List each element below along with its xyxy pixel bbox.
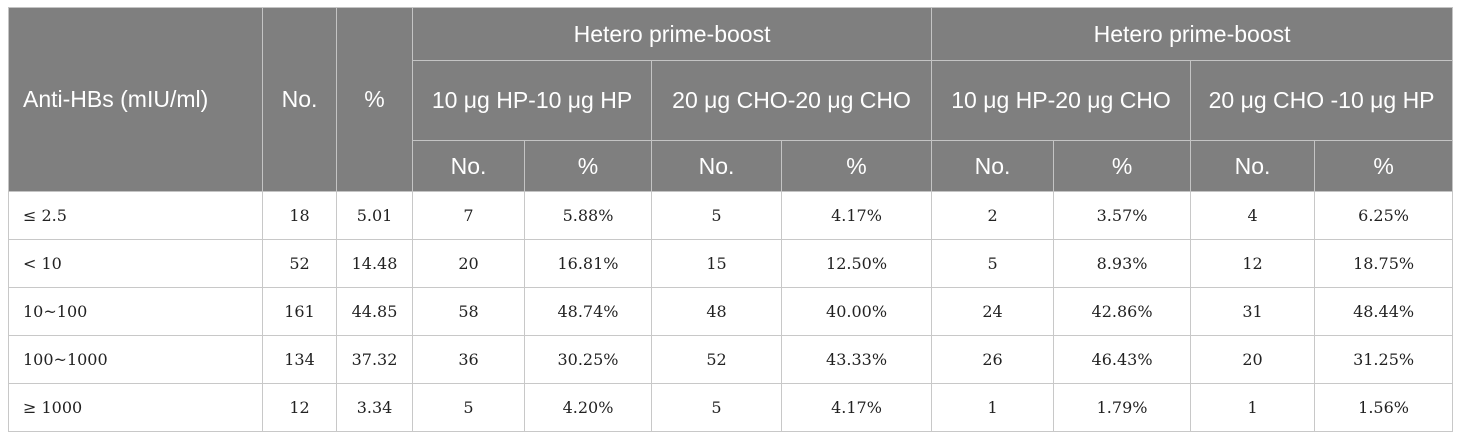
cell-no: 134 [262, 335, 337, 384]
cell-b-no: 52 [651, 335, 782, 384]
cell-a-pct: 16.81% [524, 239, 652, 288]
header-no: No. [262, 7, 337, 192]
table-row: 10~100 161 44.85 58 48.74% 48 40.00% 24 … [8, 287, 1454, 336]
header-sub2: 20 μg CHO-20 μg CHO [650, 60, 933, 141]
data-table: Anti-HBs (mIU/ml) No. % Hetero prime-boo… [8, 7, 1454, 432]
cell-no: 12 [262, 383, 337, 432]
cell-range: ≤ 2.5 [8, 191, 263, 240]
cell-no: 52 [262, 239, 337, 288]
cell-a-pct: 30.25% [524, 335, 652, 384]
cell-a-no: 58 [412, 287, 525, 336]
cell-c-no: 5 [931, 239, 1055, 288]
cell-b-pct: 43.33% [780, 335, 933, 384]
cell-a-no: 20 [412, 239, 525, 288]
table-row: 100~1000 134 37.32 36 30.25% 52 43.33% 2… [8, 335, 1454, 384]
cell-d-no: 12 [1190, 239, 1316, 288]
cell-no: 18 [262, 191, 337, 240]
cell-c-no: 1 [931, 383, 1055, 432]
header-sub3-pct: % [1053, 140, 1192, 192]
cell-b-no: 5 [651, 191, 782, 240]
cell-pct: 3.34 [336, 383, 413, 432]
cell-c-no: 24 [931, 287, 1055, 336]
cell-c-pct: 3.57% [1053, 191, 1192, 240]
cell-pct: 14.48 [336, 239, 413, 288]
header-row-label: Anti-HBs (mIU/ml) [8, 7, 263, 192]
cell-d-no: 4 [1190, 191, 1316, 240]
cell-c-pct: 46.43% [1053, 335, 1192, 384]
cell-d-pct: 1.56% [1314, 383, 1454, 432]
table-row: ≥ 1000 12 3.34 5 4.20% 5 4.17% 1 1.79% 1… [8, 383, 1454, 432]
header-pct: % [336, 7, 413, 192]
cell-d-pct: 6.25% [1314, 191, 1454, 240]
cell-a-no: 5 [412, 383, 525, 432]
cell-c-pct: 8.93% [1053, 239, 1192, 288]
cell-d-no: 20 [1190, 335, 1316, 384]
header-sub4: 20 μg CHO -10 μg HP [1190, 60, 1454, 141]
header-sub3-no: No. [931, 140, 1055, 192]
cell-no: 161 [262, 287, 337, 336]
cell-a-pct: 5.88% [524, 191, 652, 240]
cell-b-no: 15 [651, 239, 782, 288]
cell-b-pct: 4.17% [780, 191, 933, 240]
header-sub2-pct: % [780, 140, 933, 192]
table-row: < 10 52 14.48 20 16.81% 15 12.50% 5 8.93… [8, 239, 1454, 288]
header-group-b: Hetero prime-boost [931, 7, 1454, 61]
cell-b-pct: 12.50% [780, 239, 933, 288]
cell-c-no: 26 [931, 335, 1055, 384]
header-sub3: 10 μg HP-20 μg CHO [931, 60, 1192, 141]
cell-range: 10~100 [8, 287, 263, 336]
cell-b-no: 5 [651, 383, 782, 432]
cell-pct: 37.32 [336, 335, 413, 384]
cell-c-no: 2 [931, 191, 1055, 240]
header-sub1-no: No. [412, 140, 525, 192]
cell-pct: 44.85 [336, 287, 413, 336]
header-sub2-no: No. [651, 140, 782, 192]
cell-d-pct: 18.75% [1314, 239, 1454, 288]
table-row: ≤ 2.5 18 5.01 7 5.88% 5 4.17% 2 3.57% 4 … [8, 191, 1454, 240]
cell-d-pct: 48.44% [1314, 287, 1454, 336]
cell-d-pct: 31.25% [1314, 335, 1454, 384]
cell-range: < 10 [8, 239, 263, 288]
header-sub1: 10 μg HP-10 μg HP [412, 60, 652, 141]
cell-d-no: 31 [1190, 287, 1316, 336]
cell-c-pct: 42.86% [1053, 287, 1192, 336]
header-sub1-pct: % [524, 140, 652, 192]
cell-a-no: 36 [412, 335, 525, 384]
header-group-a: Hetero prime-boost [411, 7, 933, 61]
cell-b-no: 48 [651, 287, 782, 336]
cell-b-pct: 4.17% [780, 383, 933, 432]
cell-d-no: 1 [1190, 383, 1316, 432]
cell-pct: 5.01 [336, 191, 413, 240]
cell-a-pct: 48.74% [524, 287, 652, 336]
cell-c-pct: 1.79% [1053, 383, 1192, 432]
cell-range: ≥ 1000 [8, 383, 263, 432]
cell-range: 100~1000 [8, 335, 263, 384]
cell-a-pct: 4.20% [524, 383, 652, 432]
cell-b-pct: 40.00% [780, 287, 933, 336]
header-sub4-no: No. [1190, 140, 1316, 192]
cell-a-no: 7 [412, 191, 525, 240]
header-sub4-pct: % [1314, 140, 1454, 192]
